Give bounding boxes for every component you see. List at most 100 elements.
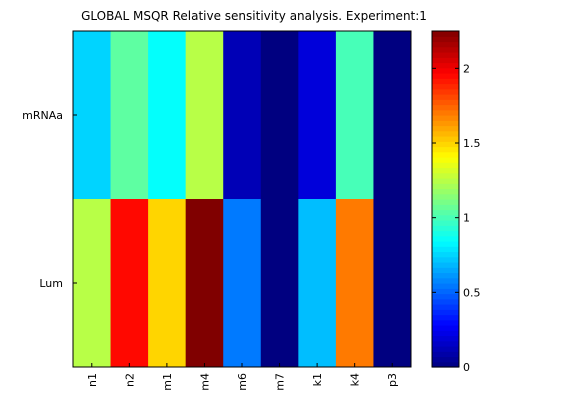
- colorbar-segment: [432, 209, 459, 216]
- heatmap-cell-mRNAa-m7: [260, 31, 299, 200]
- heatmap-cell-Lum-n1: [73, 199, 112, 368]
- x-tick-label: m1: [161, 373, 174, 391]
- colorbar-segment: [432, 204, 459, 211]
- heatmap-cell-Lum-m4: [185, 199, 224, 368]
- heatmap-cell-mRNAa-n1: [73, 31, 112, 200]
- colorbar-segment: [432, 188, 459, 195]
- x-tick-label: n1: [86, 373, 99, 387]
- heatmap-cell-Lum-p3: [373, 199, 412, 368]
- colorbar-tick-label: 1.5: [463, 137, 481, 150]
- x-tick-label: k1: [311, 373, 324, 386]
- colorbar-segment: [432, 73, 459, 79]
- colorbar-segment: [432, 256, 459, 263]
- colorbar-tick-label: 1: [463, 212, 470, 225]
- x-tick-label: p3: [386, 373, 399, 387]
- colorbar-segment: [432, 356, 459, 363]
- y-tick-label: mRNAa: [22, 109, 63, 122]
- heatmap-cell-mRNAa-k4: [335, 31, 374, 200]
- colorbar-segment: [432, 78, 459, 85]
- colorbar-segment: [432, 325, 459, 331]
- colorbar-segment: [432, 293, 459, 300]
- colorbar-segment: [432, 162, 459, 169]
- colorbar-segment: [432, 125, 459, 132]
- colorbar-segment: [432, 230, 459, 237]
- colorbar-segment: [432, 272, 459, 279]
- colorbar-segment: [432, 314, 459, 321]
- y-tick-label: Lum: [39, 277, 63, 290]
- colorbar-segment: [432, 220, 459, 226]
- x-tick-label: n2: [123, 373, 136, 387]
- colorbar-segment: [432, 304, 459, 310]
- heatmap-cell-mRNAa-k1: [298, 31, 337, 200]
- colorbar-tick-label: 0.5: [463, 286, 481, 299]
- colorbar-segment: [432, 36, 459, 43]
- heatmap-cell-Lum-m6: [223, 199, 262, 368]
- colorbar-segment: [432, 88, 459, 95]
- colorbar-segment: [432, 83, 459, 90]
- heatmap-cell-mRNAa-m4: [185, 31, 224, 200]
- heatmap-cell-mRNAa-m1: [148, 31, 187, 200]
- heatmap-cell-mRNAa-p3: [373, 31, 412, 200]
- colorbar-segment: [432, 262, 459, 268]
- colorbar-segment: [432, 157, 459, 163]
- colorbar-segment: [432, 330, 459, 337]
- colorbar-segment: [432, 235, 459, 242]
- chart-title: GLOBAL MSQR Relative sensitivity analysi…: [81, 9, 427, 23]
- colorbar-segment: [432, 109, 459, 116]
- x-tick-label: m6: [236, 373, 249, 391]
- colorbar-segment: [432, 52, 459, 58]
- colorbar-segment: [432, 141, 459, 148]
- colorbar-segment: [432, 115, 459, 121]
- heatmap-cell-mRNAa-n2: [110, 31, 149, 200]
- colorbar-tick-label: 0: [463, 361, 470, 374]
- colorbar-tick-label: 2: [463, 62, 470, 75]
- colorbar-segment: [432, 146, 459, 153]
- colorbar-segment: [432, 94, 459, 100]
- x-axis: n1 n2 m1 m4 m6 m7 k1 k4 p3: [86, 363, 399, 391]
- colorbar-segment: [432, 130, 459, 137]
- heatmap-cells: [73, 31, 412, 368]
- heatmap-cell-Lum-m7: [260, 199, 299, 368]
- x-tick-label: m7: [274, 373, 287, 391]
- colorbar-segment: [432, 351, 459, 358]
- colorbar-segment: [432, 241, 459, 247]
- colorbar-segment: [432, 225, 459, 232]
- colorbar-segment: [432, 246, 459, 253]
- colorbar-segment: [432, 46, 459, 53]
- colorbar-segment: [432, 340, 459, 347]
- colorbar-segment: [432, 120, 459, 127]
- colorbar-segment: [432, 67, 459, 74]
- colorbar-segment: [432, 167, 459, 174]
- x-tick-label: k4: [349, 373, 362, 386]
- colorbar-segment: [432, 57, 459, 64]
- colorbar-segment: [432, 283, 459, 289]
- heatmap-cell-Lum-m1: [148, 199, 187, 368]
- colorbar-segment: [432, 151, 459, 158]
- colorbar-segment: [432, 298, 459, 305]
- heatmap-cell-Lum-k1: [298, 199, 337, 368]
- heatmap-cell-Lum-k4: [335, 199, 374, 368]
- colorbar-segment: [432, 361, 459, 368]
- colorbar-segment: [432, 288, 459, 295]
- colorbar-segment: [432, 99, 459, 106]
- colorbar-segment: [432, 62, 459, 69]
- colorbar-segment: [432, 178, 459, 184]
- colorbar-segment: [432, 193, 459, 200]
- colorbar-segment: [432, 214, 459, 221]
- colorbar-segment: [432, 309, 459, 316]
- y-axis: mRNAa Lum: [22, 109, 77, 290]
- colorbar-segment: [432, 41, 459, 48]
- colorbar-segment: [432, 277, 459, 284]
- colorbar-segment: [432, 172, 459, 179]
- heatmap-cell-Lum-n2: [110, 199, 149, 368]
- colorbar-segment: [432, 183, 459, 190]
- colorbar-segment: [432, 136, 459, 142]
- heatmap-cell-mRNAa-m6: [223, 31, 262, 200]
- x-tick-label: m4: [198, 373, 211, 391]
- colorbar-segment: [432, 199, 459, 205]
- colorbar-segment: [432, 335, 459, 342]
- colorbar-segment: [432, 346, 459, 352]
- colorbar-segment: [432, 104, 459, 111]
